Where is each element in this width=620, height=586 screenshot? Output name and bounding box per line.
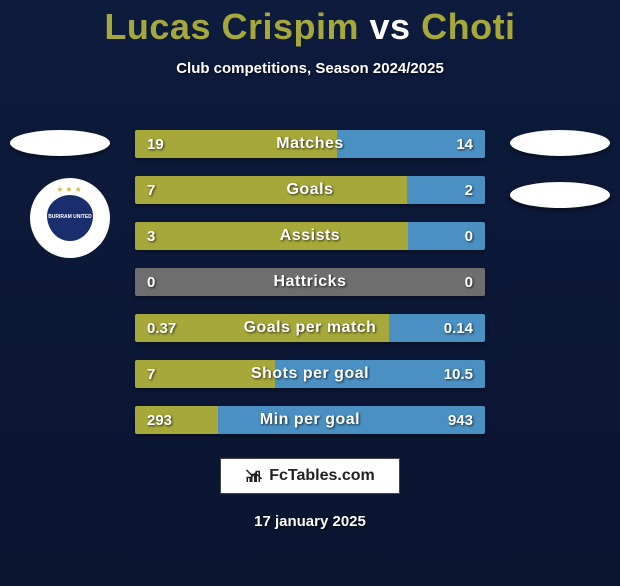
stat-row: Goals per match0.37 0.14 — [135, 314, 485, 342]
stat-value-left: 0.37 — [147, 314, 176, 342]
footer-logo-text: FcTables.com — [269, 467, 375, 485]
stat-label: Hattricks — [135, 268, 485, 296]
player2-name: Choti — [421, 6, 515, 47]
club-badge-text: BURIRAM UNITED — [48, 215, 92, 221]
stat-label: Assists — [135, 222, 485, 250]
stat-row: Matches19 14 — [135, 130, 485, 158]
stat-row: Shots per goal7 10.5 — [135, 360, 485, 388]
stat-label: Matches — [135, 130, 485, 158]
stat-value-right: 943 — [448, 406, 473, 434]
stat-row: Assists3 0 — [135, 222, 485, 250]
player2-avatar-placeholder — [510, 130, 610, 156]
player2-club-placeholder — [510, 182, 610, 208]
stat-value-right: 0.14 — [444, 314, 473, 342]
stat-value-right: 2 — [465, 176, 473, 204]
subtitle-text: Club competitions, Season 2024/2025 — [0, 60, 620, 77]
stat-value-left: 293 — [147, 406, 172, 434]
stat-value-left: 7 — [147, 176, 155, 204]
stat-value-right: 14 — [456, 130, 473, 158]
chart-icon — [245, 467, 263, 485]
stat-label: Goals per match — [135, 314, 485, 342]
stat-row: Goals7 2 — [135, 176, 485, 204]
stat-value-left: 7 — [147, 360, 155, 388]
stat-value-right: 10.5 — [444, 360, 473, 388]
footer-logo: FcTables.com — [220, 458, 400, 494]
player1-club-badge: BURIRAM UNITED — [30, 178, 110, 258]
footer-date: 17 january 2025 — [0, 513, 620, 530]
stat-value-left: 19 — [147, 130, 164, 158]
player1-avatar-placeholder — [10, 130, 110, 156]
stat-row: Hattricks0 0 — [135, 268, 485, 296]
stat-row: Min per goal293 943 — [135, 406, 485, 434]
stat-label: Min per goal — [135, 406, 485, 434]
vs-text: vs — [370, 6, 411, 47]
stat-value-right: 0 — [465, 222, 473, 250]
stat-value-right: 0 — [465, 268, 473, 296]
stat-label: Goals — [135, 176, 485, 204]
player1-name: Lucas Crispim — [104, 6, 359, 47]
comparison-title: Lucas Crispim vs Choti — [0, 6, 620, 48]
stat-value-left: 3 — [147, 222, 155, 250]
stat-label: Shots per goal — [135, 360, 485, 388]
stat-value-left: 0 — [147, 268, 155, 296]
comparison-bars: Matches1914Goals72Assists30Hattricks00Go… — [135, 130, 485, 452]
club-shield-icon: BURIRAM UNITED — [47, 195, 93, 241]
